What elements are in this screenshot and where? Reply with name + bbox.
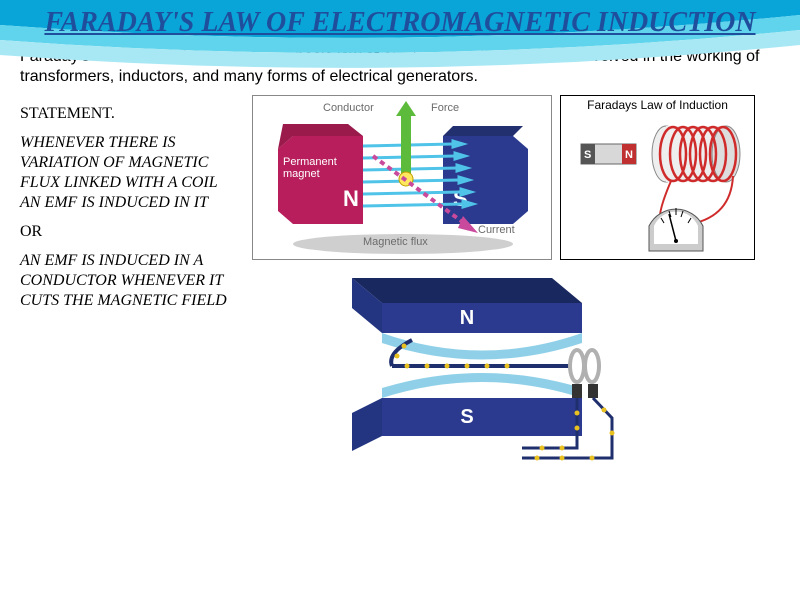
diag2-n-label: N	[625, 149, 633, 161]
diagram-conductor-flux: N S	[252, 95, 552, 260]
diag3-n-label: N	[460, 307, 474, 329]
diagram-generator: N S	[292, 268, 662, 463]
diag1-force-label: Force	[431, 102, 459, 114]
diagram-coil-magnet: Faradays Law of Induction	[560, 95, 755, 260]
diag3-n-pole: N	[352, 278, 582, 333]
diag3-brushes	[572, 384, 598, 398]
diag2-title: Faradays Law of Induction	[561, 98, 754, 114]
content-area: STATEMENT. WHENEVER THERE IS VARIATION O…	[0, 95, 800, 463]
diag1-n-label: N	[343, 186, 359, 211]
statement-column: STATEMENT. WHENEVER THERE IS VARIATION O…	[20, 95, 240, 463]
diag2-coil	[652, 126, 740, 182]
diag3-n-face	[382, 333, 582, 360]
diagrams-column: N S	[252, 95, 780, 463]
diag3-commutator	[570, 350, 599, 382]
diag2-magnet: S N	[581, 144, 636, 164]
diag1-pm-label: Permanent magnet	[283, 156, 343, 180]
intro-paragraph: Faraday's law of induction describes a b…	[0, 43, 800, 95]
diag3-s-pole: S	[352, 373, 582, 451]
diagram2-svg: S N	[561, 96, 756, 261]
diagram3-svg: N S	[292, 268, 662, 463]
diag1-conductor-label: Conductor	[323, 102, 374, 114]
statement-part1: WHENEVER THERE IS VARIATION OF MAGNETIC …	[20, 133, 240, 213]
diag3-s-label: S	[460, 406, 473, 428]
statement-label: STATEMENT.	[20, 105, 240, 123]
top-diagram-row: N S	[252, 95, 780, 260]
diag1-flux-label: Magnetic flux	[363, 236, 428, 248]
diag2-wire2	[691, 176, 733, 224]
diag1-current-label: Current	[478, 224, 515, 236]
statement-part2: AN EMF IS INDUCED IN A CONDUCTOR WHENEVE…	[20, 251, 240, 311]
statement-or: OR	[20, 223, 240, 241]
diag2-meter	[649, 208, 703, 251]
diag2-s-label: S	[584, 149, 591, 161]
diag1-force-arrow	[396, 101, 416, 174]
slide-title: FARADAY'S LAW OF ELECTROMAGNETIC INDUCTI…	[0, 0, 800, 43]
